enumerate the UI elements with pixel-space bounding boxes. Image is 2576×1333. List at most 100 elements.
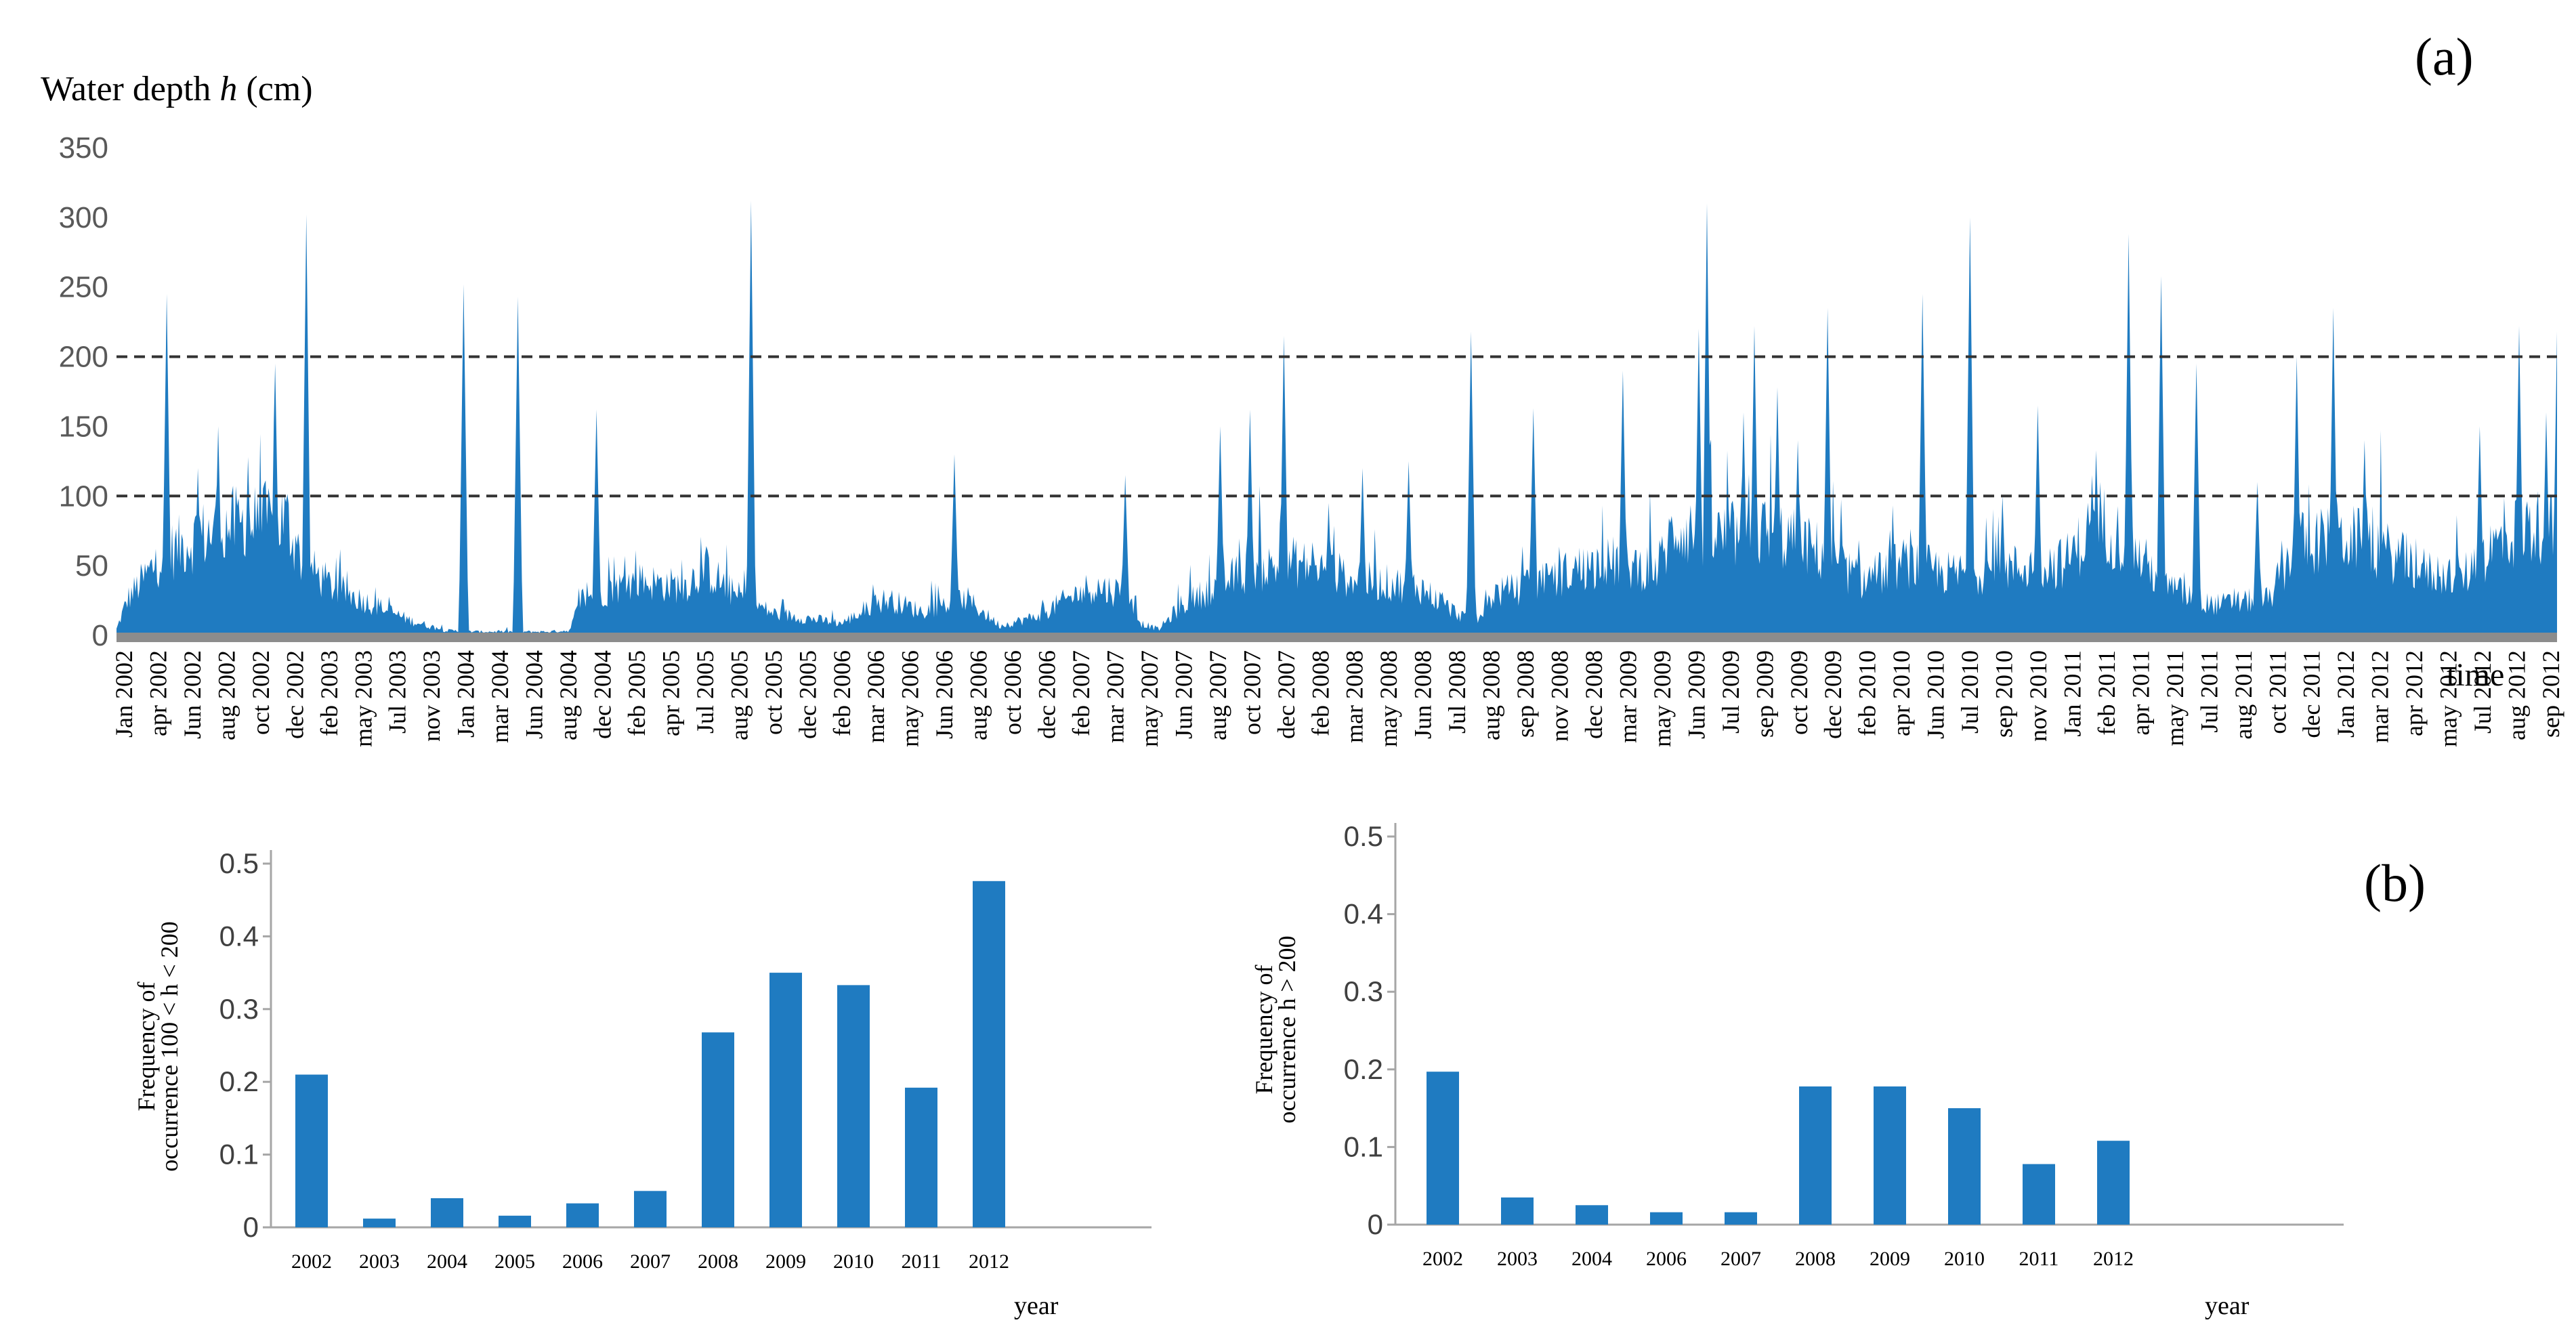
threshold-lines — [117, 355, 2557, 498]
x-tick-label: aug 2007 — [1204, 650, 1231, 740]
chart-a-y-ticks: 0 50 100 150 200 250 300 350 — [59, 131, 108, 652]
x-tick-label: mar 2012 — [2367, 650, 2394, 743]
bar-2012 — [973, 881, 1005, 1227]
bar-2003 — [1501, 1197, 1534, 1225]
bar-2006 — [566, 1203, 599, 1227]
chart-b2-x-ticks: 2002 2003 2004 2006 2007 2008 2009 2010 2011 2012 — [1422, 1248, 2134, 1270]
bar-2008 — [702, 1032, 734, 1227]
x-tick-label: dec 2011 — [2298, 650, 2325, 738]
x-tick-label: 2002 — [291, 1250, 332, 1273]
x-tick-label: 2006 — [562, 1250, 603, 1273]
ylabel-prefix: Water depth — [41, 70, 219, 108]
bar-2006 — [1650, 1212, 1683, 1225]
frequency-over-200-chart: 00.10.20.30.40.5 2002 2003 2004 2006 2007 200… — [1250, 820, 2344, 1320]
x-tick-label: 2004 — [1571, 1248, 1612, 1270]
x-tick-label: mar 2008 — [1341, 650, 1368, 743]
x-tick-label: may 2009 — [1649, 650, 1676, 747]
x-tick-label: 2012 — [2093, 1248, 2134, 1270]
x-tick-label: mar 2007 — [1102, 650, 1129, 743]
bar-2009 — [1874, 1086, 1906, 1225]
chart-a-baseline — [117, 633, 2557, 642]
x-tick-label: Jul 2012 — [2469, 650, 2496, 734]
bar-2007 — [1725, 1212, 1757, 1225]
y-tick-label: 0 — [1368, 1208, 1383, 1240]
y-tick-label: 0.3 — [219, 993, 259, 1025]
y-tick-label: 300 — [59, 201, 108, 234]
chart-b1-bars — [295, 881, 1005, 1227]
y-tick-label: 0.4 — [1344, 898, 1383, 930]
x-tick-label: may 2007 — [1136, 650, 1163, 747]
bar-2010 — [837, 985, 870, 1227]
y-tick-label: 50 — [75, 549, 108, 583]
x-tick-label: Jul 2008 — [1443, 650, 1471, 734]
bar-2002 — [295, 1074, 328, 1227]
x-tick-label: 2008 — [1795, 1248, 1836, 1270]
bar-2005 — [499, 1215, 531, 1227]
y-tick-label: 0.2 — [1344, 1053, 1383, 1085]
x-tick-label: dec 2002 — [281, 650, 308, 739]
x-tick-label: dec 2005 — [794, 650, 821, 739]
x-tick-label: Jan 2004 — [452, 650, 480, 738]
chart-b1-ylabel-line1: Frequency of — [133, 982, 160, 1112]
bar-2002 — [1427, 1072, 1459, 1225]
x-tick-label: mar 2004 — [486, 650, 513, 743]
x-tick-label: feb 2010 — [1854, 650, 1881, 736]
bar-2004 — [1576, 1205, 1608, 1225]
x-tick-label: aug 2008 — [1478, 650, 1505, 740]
x-tick-label: 2011 — [902, 1250, 942, 1273]
bar-2008 — [1799, 1086, 1832, 1225]
x-tick-label: Jan 2011 — [2059, 650, 2086, 737]
x-tick-label: may 2011 — [2161, 650, 2189, 746]
x-tick-label: sep 2010 — [1991, 650, 2018, 738]
x-tick-label: oct 2007 — [1238, 650, 1265, 735]
y-tick-label: 200 — [59, 341, 108, 374]
y-tick-label: 0.3 — [1344, 975, 1383, 1007]
y-tick-label: 0.5 — [219, 847, 259, 879]
bar-2010 — [1948, 1108, 1981, 1225]
x-tick-label: Jul 2005 — [692, 650, 719, 734]
x-tick-label: 2003 — [1497, 1248, 1538, 1270]
x-tick-label: apr 2012 — [2401, 650, 2428, 736]
x-tick-label: 2007 — [630, 1250, 671, 1273]
panel-label-b: (b) — [2364, 853, 2426, 912]
x-tick-label: oct 2009 — [1786, 650, 1813, 735]
x-tick-label: apr 2011 — [2127, 650, 2154, 736]
x-tick-label: feb 2011 — [2093, 650, 2120, 736]
x-tick-label: Jun 2006 — [931, 650, 958, 739]
x-tick-label: may 2012 — [2435, 650, 2462, 747]
x-tick-label: may 2008 — [1375, 650, 1402, 747]
y-tick-label: 0 — [243, 1211, 259, 1243]
x-tick-label: Jun 2009 — [1683, 650, 1710, 739]
y-tick-label: 0.2 — [219, 1065, 259, 1097]
x-tick-label: 2008 — [698, 1250, 738, 1273]
panel-label-a: (a) — [2415, 27, 2474, 86]
x-tick-label: 2005 — [494, 1250, 535, 1273]
chart-a-ylabel: Water depth h (cm) — [41, 70, 313, 108]
chart-b2-ylabel-line1: Frequency of — [1250, 965, 1278, 1095]
chart-b2-axes — [1394, 823, 2344, 1226]
bar-2007 — [634, 1191, 667, 1227]
x-tick-label: Jun 2007 — [1170, 650, 1197, 739]
x-tick-label: 2002 — [1422, 1248, 1463, 1270]
x-tick-label: feb 2005 — [623, 650, 650, 736]
x-tick-label: oct 2002 — [247, 650, 274, 735]
bar-2009 — [769, 973, 802, 1227]
x-tick-label: oct 2005 — [760, 650, 787, 735]
x-tick-label: mar 2009 — [1615, 650, 1642, 743]
x-tick-label: apr 2010 — [1888, 650, 1915, 736]
x-tick-label: Jul 2009 — [1717, 650, 1744, 734]
y-tick-label: 0 — [92, 619, 108, 652]
x-tick-label: 2006 — [1646, 1248, 1687, 1270]
y-tick-label: 350 — [59, 131, 108, 165]
x-tick-label: sep 2009 — [1751, 650, 1778, 738]
chart-a-xlabel: time — [2447, 657, 2504, 693]
chart-b2-ylabel-line2: occurrence h > 200 — [1273, 935, 1301, 1123]
frequency-100-200-chart: 00.10.20.30.40.5 2002 2003 2004 2005 2006 200… — [133, 847, 1152, 1320]
y-tick-label: 250 — [59, 271, 108, 304]
x-tick-label: apr 2002 — [145, 650, 172, 736]
x-tick-label: nov 2003 — [418, 650, 445, 742]
y-tick-label: 0.4 — [219, 920, 259, 952]
x-tick-label: aug 2004 — [555, 650, 582, 740]
water-depth-series — [117, 200, 2557, 635]
x-tick-label: Jun 2004 — [521, 650, 548, 739]
